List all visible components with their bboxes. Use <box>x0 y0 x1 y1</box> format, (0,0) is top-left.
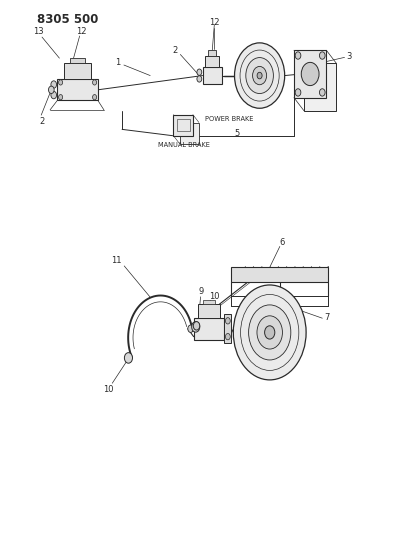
Bar <box>64 63 90 79</box>
Text: MANUAL BRAKE: MANUAL BRAKE <box>157 142 209 148</box>
Text: 5: 5 <box>234 129 239 138</box>
Circle shape <box>58 94 63 100</box>
Circle shape <box>252 67 266 85</box>
Circle shape <box>48 86 54 93</box>
Bar <box>208 50 216 55</box>
Text: 8305 500: 8305 500 <box>37 13 98 26</box>
Text: 10: 10 <box>103 385 113 394</box>
Circle shape <box>191 321 199 332</box>
Bar <box>198 304 219 318</box>
Text: 12: 12 <box>76 27 87 36</box>
Circle shape <box>256 316 282 349</box>
Circle shape <box>124 353 132 363</box>
Circle shape <box>51 81 56 88</box>
Text: 2: 2 <box>172 46 177 55</box>
Circle shape <box>248 305 290 360</box>
Bar <box>224 314 231 343</box>
Circle shape <box>225 318 230 324</box>
Text: 11: 11 <box>110 256 121 265</box>
Circle shape <box>233 285 306 380</box>
Circle shape <box>294 89 300 96</box>
Circle shape <box>301 62 318 86</box>
Text: 2: 2 <box>39 117 45 126</box>
Text: 6: 6 <box>279 238 284 247</box>
Circle shape <box>196 76 201 82</box>
Text: 13: 13 <box>33 27 43 36</box>
Text: 3: 3 <box>345 52 351 61</box>
Bar <box>205 55 218 67</box>
Circle shape <box>51 91 56 99</box>
Circle shape <box>187 325 193 333</box>
Text: POWER BRAKE: POWER BRAKE <box>204 116 253 122</box>
Text: 12: 12 <box>209 18 219 27</box>
Bar <box>202 300 215 304</box>
Text: 1: 1 <box>115 58 120 67</box>
Text: 9: 9 <box>198 287 204 296</box>
Circle shape <box>319 52 324 59</box>
Bar <box>293 50 326 98</box>
Bar <box>231 266 328 282</box>
Circle shape <box>234 43 284 108</box>
Text: 10: 10 <box>209 292 219 301</box>
Bar <box>202 67 221 84</box>
Circle shape <box>58 80 63 85</box>
Circle shape <box>294 52 300 59</box>
Text: 7: 7 <box>324 313 329 322</box>
Circle shape <box>92 94 97 100</box>
Circle shape <box>264 326 274 339</box>
Bar <box>179 123 198 143</box>
Bar <box>176 119 189 132</box>
Circle shape <box>319 89 324 96</box>
Bar <box>70 58 85 63</box>
Circle shape <box>196 69 201 75</box>
Circle shape <box>193 321 199 330</box>
Circle shape <box>256 72 261 79</box>
Bar <box>193 318 224 340</box>
Circle shape <box>225 334 230 340</box>
Circle shape <box>92 80 97 85</box>
Bar <box>303 63 336 111</box>
Circle shape <box>245 58 273 94</box>
Bar <box>173 115 192 136</box>
Bar <box>57 79 98 100</box>
